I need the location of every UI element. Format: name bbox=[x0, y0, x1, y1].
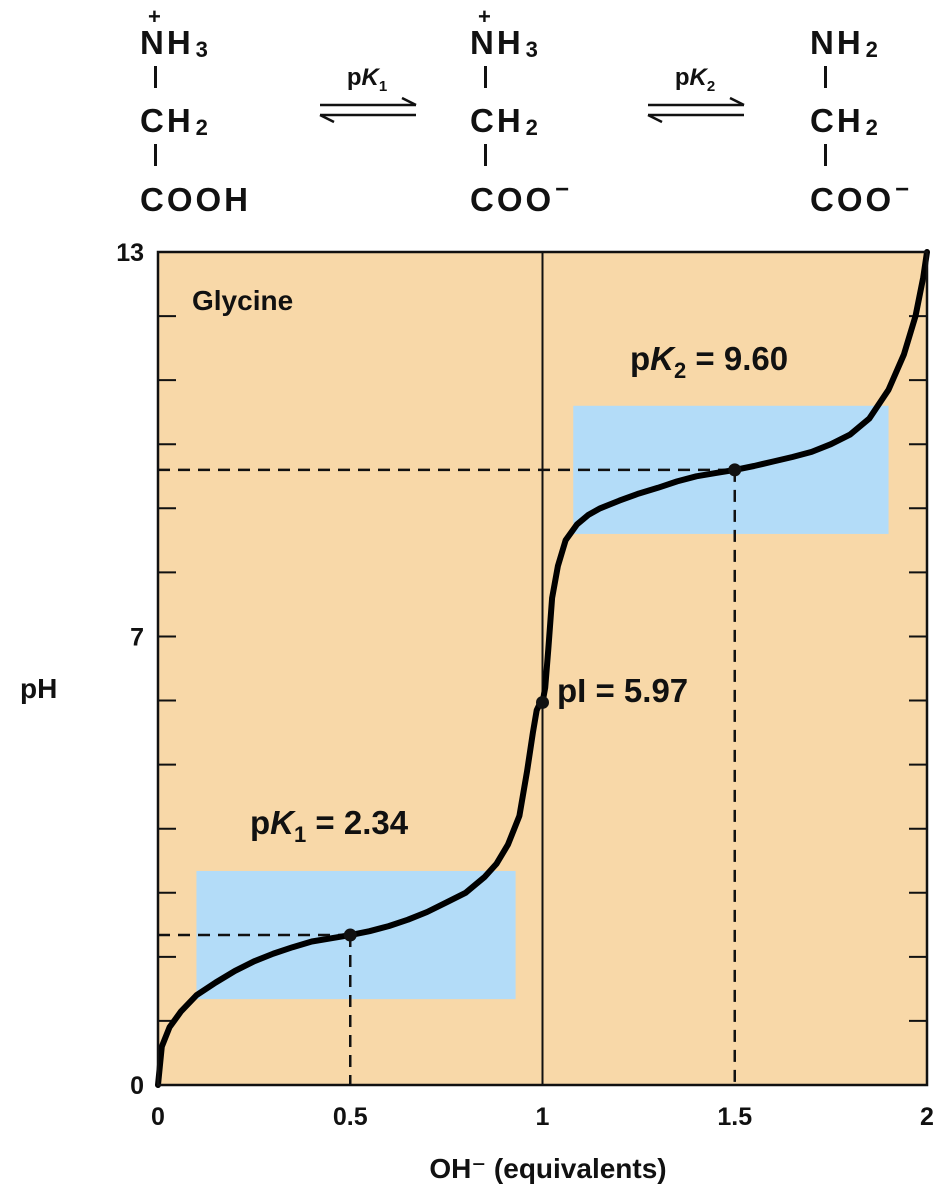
x-tick-label: 2 bbox=[920, 1103, 934, 1131]
bond-line bbox=[824, 144, 827, 166]
data-point bbox=[536, 695, 549, 709]
pk1-label: pK1 = 2.34 bbox=[250, 804, 409, 847]
equilibrium-label: pK1 bbox=[346, 64, 388, 95]
bond-line bbox=[154, 66, 157, 88]
data-point bbox=[343, 928, 357, 942]
carboxylate-group: COO− bbox=[470, 176, 570, 218]
amino-group: NH2 bbox=[810, 24, 878, 62]
y-axis-title: pH bbox=[20, 673, 57, 704]
y-tick-label: 7 bbox=[130, 623, 144, 651]
methylene-group: CH2 bbox=[470, 102, 538, 140]
double-arrow-icon bbox=[319, 96, 417, 124]
amino-group: NH3 bbox=[140, 24, 208, 62]
charge-plus: + bbox=[478, 4, 491, 29]
charge-plus: + bbox=[148, 4, 161, 29]
carboxyl-group: COOH bbox=[140, 181, 251, 218]
species-anionic: NH2 CH2 COO− bbox=[810, 6, 943, 216]
equilibrium-label: pK2 bbox=[674, 64, 716, 95]
species-zwitterion: + NH3 CH2 COO− bbox=[470, 4, 640, 217]
bond-line bbox=[484, 144, 487, 166]
methylene-group: CH2 bbox=[810, 102, 878, 140]
x-tick-label: 0.5 bbox=[333, 1103, 368, 1131]
equilibrium-arrow-pk2: pK2 bbox=[640, 62, 750, 132]
x-tick-label: 0 bbox=[151, 1103, 165, 1131]
bond-line bbox=[824, 66, 827, 88]
pk2-label: pK2 = 9.60 bbox=[630, 340, 788, 383]
x-tick-label: 1 bbox=[536, 1103, 550, 1131]
amino-group: NH3 bbox=[470, 24, 538, 62]
x-tick-label: 1.5 bbox=[717, 1103, 752, 1131]
x-axis-title: OH⁻ (equivalents) bbox=[429, 1153, 666, 1184]
double-arrow-icon bbox=[647, 96, 745, 124]
methylene-group: CH2 bbox=[140, 102, 208, 140]
data-point bbox=[728, 463, 742, 477]
y-tick-label: 0 bbox=[130, 1072, 144, 1100]
pi-label: pI = 5.97 bbox=[557, 672, 688, 709]
carboxylate-group: COO− bbox=[810, 176, 910, 218]
bond-line bbox=[484, 66, 487, 88]
chart-title: Glycine bbox=[192, 285, 293, 316]
species-cationic: + NH3 CH2 COOH bbox=[140, 4, 310, 217]
bond-line bbox=[154, 144, 157, 166]
plot-frame bbox=[156, 250, 929, 1087]
y-tick-label: 13 bbox=[116, 239, 144, 267]
equilibrium-arrow-pk1: pK1 bbox=[312, 62, 422, 132]
